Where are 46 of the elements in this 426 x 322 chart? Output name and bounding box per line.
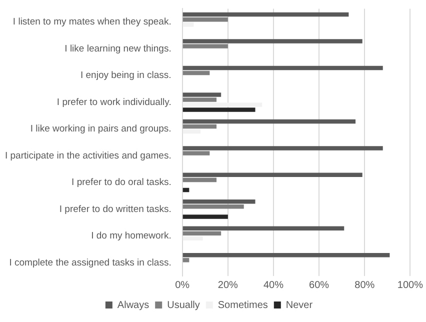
y-tick-label: I participate in the activities and games. — [4, 150, 172, 162]
legend-label: Never — [286, 300, 314, 311]
bar — [182, 226, 344, 231]
x-tick-label: 40% — [263, 280, 284, 291]
bar — [182, 124, 217, 129]
bar — [182, 200, 256, 204]
y-tick-label: I enjoy being in class. — [80, 70, 172, 82]
bar — [182, 70, 210, 76]
y-tick-label: I listen to my mates when they speak. — [12, 16, 172, 28]
bar — [182, 129, 201, 134]
bar — [182, 204, 244, 209]
y-tick-label: I do my homework. — [91, 230, 172, 242]
bar — [182, 119, 356, 124]
bar — [182, 252, 390, 258]
x-tick-label: 80% — [354, 280, 375, 291]
y-tick-label: I complete the assigned tasks in class. — [9, 257, 172, 268]
x-tick-label: 0% — [175, 280, 190, 291]
bar — [182, 214, 228, 219]
bar — [182, 17, 228, 22]
legend-label: Usually — [167, 300, 200, 311]
bar — [182, 178, 217, 182]
bar — [182, 98, 217, 102]
y-tick-label: I like working in pairs and groups. — [30, 124, 172, 135]
bar — [182, 39, 362, 44]
bar — [182, 108, 256, 112]
x-tick-label: 60% — [309, 280, 330, 291]
legend-label: Always — [117, 300, 150, 311]
bar — [182, 151, 210, 156]
bar — [182, 231, 222, 236]
bar — [182, 172, 362, 178]
y-tick-label: I like learning new things. — [64, 43, 172, 54]
bar — [182, 258, 190, 262]
bar — [182, 12, 349, 17]
y-tick-label: I prefer to do written tasks. — [59, 204, 172, 215]
y-tick-label: I prefer to do oral tasks. — [72, 177, 172, 188]
bar — [182, 236, 203, 241]
bar — [182, 22, 194, 27]
bar — [182, 92, 222, 97]
bar — [182, 102, 262, 107]
x-tick-label: 20% — [218, 280, 238, 291]
legend-label: Sometimes — [218, 300, 268, 311]
bar — [182, 66, 383, 70]
bar — [182, 44, 228, 48]
y-tick-label: I prefer to work individually. — [56, 96, 172, 108]
bar — [182, 146, 383, 150]
x-tick-label: 100% — [397, 280, 424, 291]
